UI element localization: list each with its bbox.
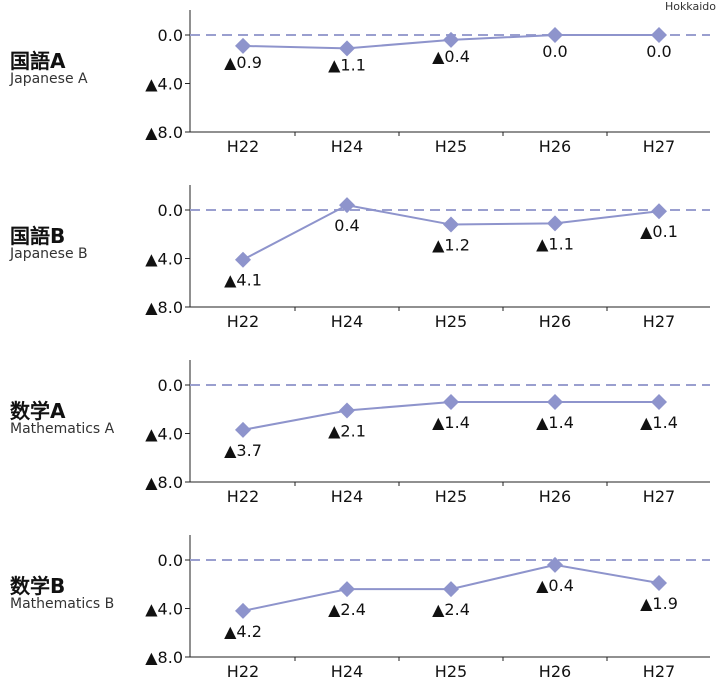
x-tick-label: H27 [643,312,675,331]
data-point-marker [235,251,251,268]
y-tick-label: ▲8.0 [145,648,183,667]
data-point-marker [235,37,251,54]
y-tick-label: 0.0 [158,376,183,395]
data-label: 0.0 [542,42,567,61]
y-tick-label: 0.0 [158,201,183,220]
data-point-marker [651,27,667,43]
data-label: ▲2.4 [432,600,470,619]
y-tick-label: ▲4.0 [145,600,183,619]
region-label: Hokkaido [664,0,716,13]
data-point-marker [547,27,563,43]
x-tick-label: H22 [227,312,259,331]
data-label: ▲1.4 [536,413,574,432]
x-tick-label: H24 [331,137,363,156]
x-tick-label: H25 [435,487,467,506]
data-label: ▲0.1 [640,222,678,241]
data-label: ▲1.2 [432,236,470,255]
data-point-marker [339,402,355,419]
chart-subtitle: Japanese A [10,71,88,87]
data-label: ▲2.1 [328,421,366,440]
y-tick-label: ▲4.0 [145,425,183,444]
y-tick-label: ▲4.0 [145,75,183,94]
data-label: ▲4.2 [224,622,262,641]
x-tick-label: H26 [539,487,571,506]
data-label: 0.4 [334,216,359,235]
y-tick-label: ▲4.0 [145,250,183,269]
data-point-marker [547,393,563,410]
x-tick-label: H27 [643,137,675,156]
data-label: ▲0.9 [224,53,262,72]
chart-subtitle: Japanese B [10,246,88,262]
data-label: ▲1.1 [328,55,366,74]
data-label: ▲1.9 [640,594,678,613]
x-tick-label: H22 [227,487,259,506]
y-tick-label: 0.0 [158,551,183,570]
data-point-marker [651,393,667,410]
data-point-marker [547,556,563,573]
y-tick-label: ▲8.0 [145,473,183,492]
x-tick-label: H27 [643,487,675,506]
data-point-marker [443,581,459,598]
x-tick-label: H24 [331,487,363,506]
data-point-marker [339,197,355,214]
x-tick-label: H24 [331,312,363,331]
chart-title: 国語B [10,224,66,248]
data-point-marker [651,203,667,220]
data-label: ▲1.1 [536,234,574,253]
y-tick-label: ▲8.0 [145,298,183,317]
x-tick-label: H24 [331,662,363,681]
x-tick-label: H26 [539,137,571,156]
data-point-marker [651,575,667,592]
x-tick-label: H26 [539,312,571,331]
chart-subtitle: Mathematics B [10,596,115,612]
x-tick-label: H25 [435,137,467,156]
data-label: ▲1.4 [432,413,470,432]
data-label: ▲3.7 [224,441,262,460]
data-label: ▲1.4 [640,413,678,432]
data-label: ▲4.1 [224,271,262,290]
data-point-marker [235,602,251,619]
x-tick-label: H25 [435,662,467,681]
x-tick-label: H27 [643,662,675,681]
data-label: ▲0.4 [432,47,470,66]
data-label: ▲2.4 [328,600,366,619]
data-point-marker [443,31,459,48]
data-point-marker [339,40,355,57]
x-tick-label: H25 [435,312,467,331]
data-label: ▲0.4 [536,576,574,595]
chart-title: 数学A [10,399,66,423]
data-label: 0.0 [646,42,671,61]
y-tick-label: ▲8.0 [145,123,183,142]
x-tick-label: H22 [227,137,259,156]
chart-title: 国語A [10,49,66,73]
data-point-marker [235,421,251,438]
chart-title: 数学B [10,574,66,598]
data-point-marker [547,215,563,232]
data-point-marker [443,216,459,233]
data-point-marker [443,393,459,410]
x-tick-label: H26 [539,662,571,681]
data-point-marker [339,581,355,598]
chart-subtitle: Mathematics A [10,421,115,437]
y-tick-label: 0.0 [158,26,183,45]
x-tick-label: H22 [227,662,259,681]
